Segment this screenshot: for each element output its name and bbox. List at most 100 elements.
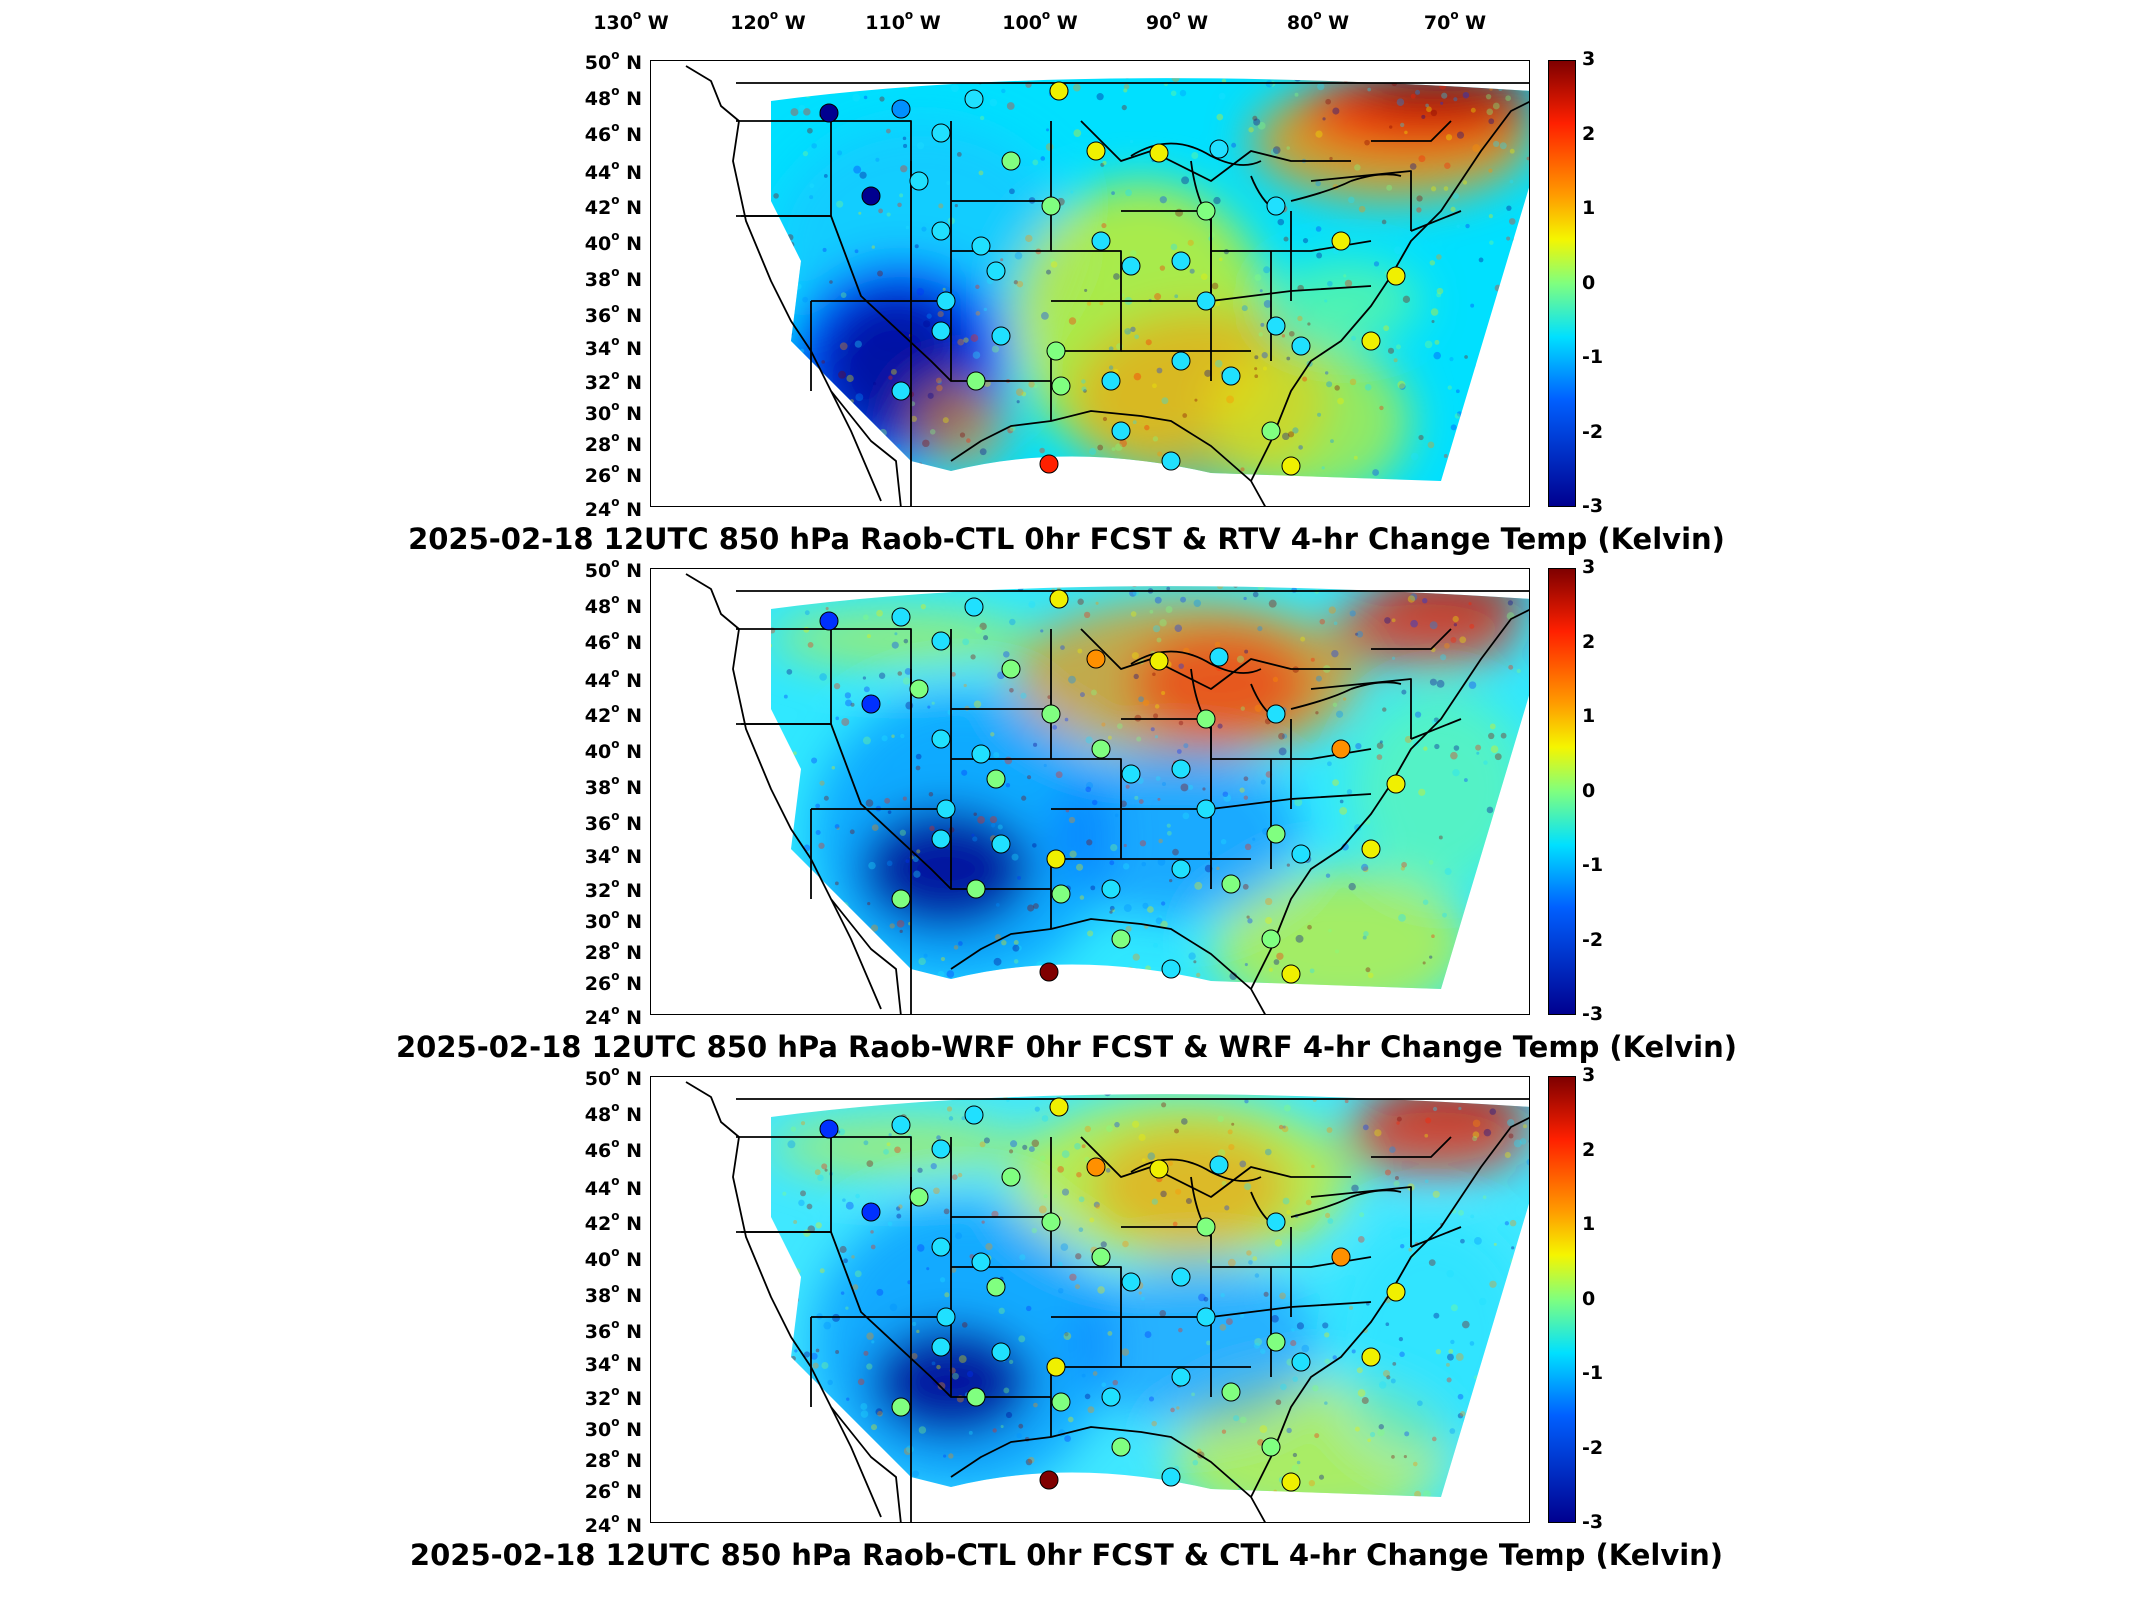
colorbar-tick-label: 2: [1582, 122, 1596, 145]
colorbar-tick-label: -2: [1582, 928, 1604, 951]
station-marker: [909, 171, 929, 191]
station-marker: [964, 1105, 984, 1125]
station-marker: [1046, 341, 1066, 361]
latitude-tick-label: 40o N: [584, 229, 642, 256]
station-marker: [1361, 331, 1381, 351]
temperature-map[interactable]: [650, 1076, 1530, 1523]
station-marker: [1121, 256, 1141, 276]
station-marker: [1386, 1282, 1406, 1302]
station-marker: [1331, 231, 1351, 251]
colorbar-tick-label: 1: [1582, 705, 1596, 727]
latitude-tick-label: 48o N: [584, 591, 642, 618]
colorbar-tick-label: -3: [1582, 495, 1604, 517]
station-marker: [1196, 291, 1216, 311]
station-marker: [1171, 859, 1191, 879]
station-marker: [1111, 1437, 1131, 1457]
station-marker: [1361, 839, 1381, 859]
station-marker: [1046, 1357, 1066, 1377]
station-marker: [936, 799, 956, 819]
latitude-tick-label: 32o N: [584, 367, 642, 394]
longitude-tick-label: 80o W: [1286, 8, 1350, 34]
station-marker: [1196, 1217, 1216, 1237]
station-marker: [931, 221, 951, 241]
panel-title: 2025-02-18 12UTC 850 hPa Raob-CTL 0hr FC…: [409, 1538, 1724, 1572]
station-marker: [931, 1237, 951, 1257]
station-marker: [1161, 451, 1181, 471]
station-marker: [964, 597, 984, 617]
latitude-tick-label: 36o N: [584, 300, 642, 327]
station-marker: [1171, 1267, 1191, 1287]
station-marker: [931, 631, 951, 651]
station-marker: [931, 321, 951, 341]
raob-stations: [819, 589, 1406, 984]
colorbar-tick-label: 3: [1582, 48, 1596, 70]
station-marker: [971, 236, 991, 256]
station-marker: [1001, 659, 1021, 679]
latitude-tick-label: 44o N: [584, 665, 642, 692]
raob-stations: [819, 81, 1406, 476]
latitude-tick-label: 38o N: [584, 264, 642, 291]
station-marker: [986, 769, 1006, 789]
station-marker: [1086, 141, 1106, 161]
latitude-tick-label: 50o N: [584, 556, 642, 582]
latitude-tick-label: 44o N: [584, 1173, 642, 1200]
station-marker: [1266, 704, 1286, 724]
station-marker: [1196, 709, 1216, 729]
latitude-tick-label: 44o N: [584, 157, 642, 184]
station-marker: [936, 291, 956, 311]
station-marker: [1361, 1347, 1381, 1367]
latitude-tick-label: 34o N: [584, 842, 642, 869]
station-marker: [891, 1115, 911, 1135]
station-marker: [964, 89, 984, 109]
station-marker: [1161, 959, 1181, 979]
colorbar-tick-label: -2: [1582, 1436, 1604, 1459]
station-marker: [966, 1387, 986, 1407]
temperature-map[interactable]: [650, 60, 1530, 507]
station-marker: [1291, 1352, 1311, 1372]
station-marker: [1039, 454, 1059, 474]
colorbar-tick-label: 3: [1582, 1064, 1596, 1086]
panel-title: 2025-02-18 12UTC 850 hPa Raob-CTL 0hr FC…: [408, 522, 1725, 556]
temperature-map[interactable]: [650, 568, 1530, 1015]
station-marker: [986, 1277, 1006, 1297]
latitude-tick-label: 50o N: [584, 1064, 642, 1090]
colorbar-tick-label: -1: [1582, 346, 1604, 368]
station-marker: [1091, 739, 1111, 759]
station-marker: [1291, 844, 1311, 864]
latitude-tick-label: 32o N: [584, 875, 642, 902]
latitude-tick-label: 26o N: [584, 1477, 642, 1504]
latitude-tick-label: 24o N: [584, 1511, 642, 1537]
longitude-tick-label: 120o W: [730, 8, 806, 34]
station-marker: [1049, 589, 1069, 609]
map-canvas: [685, 573, 1529, 1014]
station-marker: [931, 123, 951, 143]
station-marker: [1051, 884, 1071, 904]
latitude-tick-label: 50o N: [584, 48, 642, 74]
station-marker: [1041, 704, 1061, 724]
station-marker: [1121, 1272, 1141, 1292]
station-marker: [1001, 1167, 1021, 1187]
station-marker: [1049, 81, 1069, 101]
station-marker: [1281, 456, 1301, 476]
colorbar-tick-label: -3: [1582, 1003, 1604, 1025]
longitude-tick-label: 70o W: [1423, 8, 1487, 34]
latitude-tick-label: 48o N: [584, 1099, 642, 1126]
latitude-tick-label: 42o N: [584, 701, 642, 728]
station-marker: [1171, 1367, 1191, 1387]
raob-stations: [819, 1097, 1406, 1492]
latitude-tick-label: 30o N: [584, 1414, 642, 1441]
station-marker: [1051, 376, 1071, 396]
station-marker: [1091, 1247, 1111, 1267]
latitude-tick-label: 26o N: [584, 461, 642, 488]
longitude-axis: 130o W 120o W 110o W 100o W 90o W 80o W 70o W: [0, 0, 2133, 50]
colorbar-tick-label: -1: [1582, 1362, 1604, 1384]
station-marker: [931, 1337, 951, 1357]
station-marker: [909, 679, 929, 699]
station-marker: [1121, 764, 1141, 784]
panel-title: 2025-02-18 12UTC 850 hPa Raob-WRF 0hr FC…: [395, 1030, 1737, 1064]
station-marker: [966, 879, 986, 899]
longitude-tick-label: 110o W: [865, 8, 941, 34]
station-marker: [1101, 1387, 1121, 1407]
station-marker: [891, 1397, 911, 1417]
station-marker: [1039, 962, 1059, 982]
